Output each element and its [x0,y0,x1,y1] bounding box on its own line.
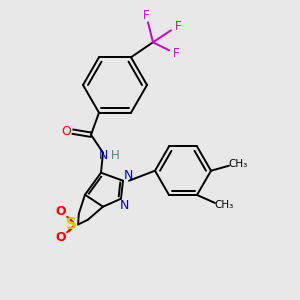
Text: S: S [66,217,76,232]
Text: N: N [119,199,129,212]
Text: N: N [98,149,108,162]
Text: N: N [123,169,133,182]
Text: O: O [56,205,66,218]
Text: H: H [111,149,119,162]
Text: O: O [56,231,66,244]
Text: O: O [61,125,71,138]
Text: CH₃: CH₃ [228,159,248,169]
Text: F: F [173,47,179,60]
Text: F: F [143,9,149,22]
Text: CH₃: CH₃ [214,200,234,210]
Text: F: F [175,20,181,33]
